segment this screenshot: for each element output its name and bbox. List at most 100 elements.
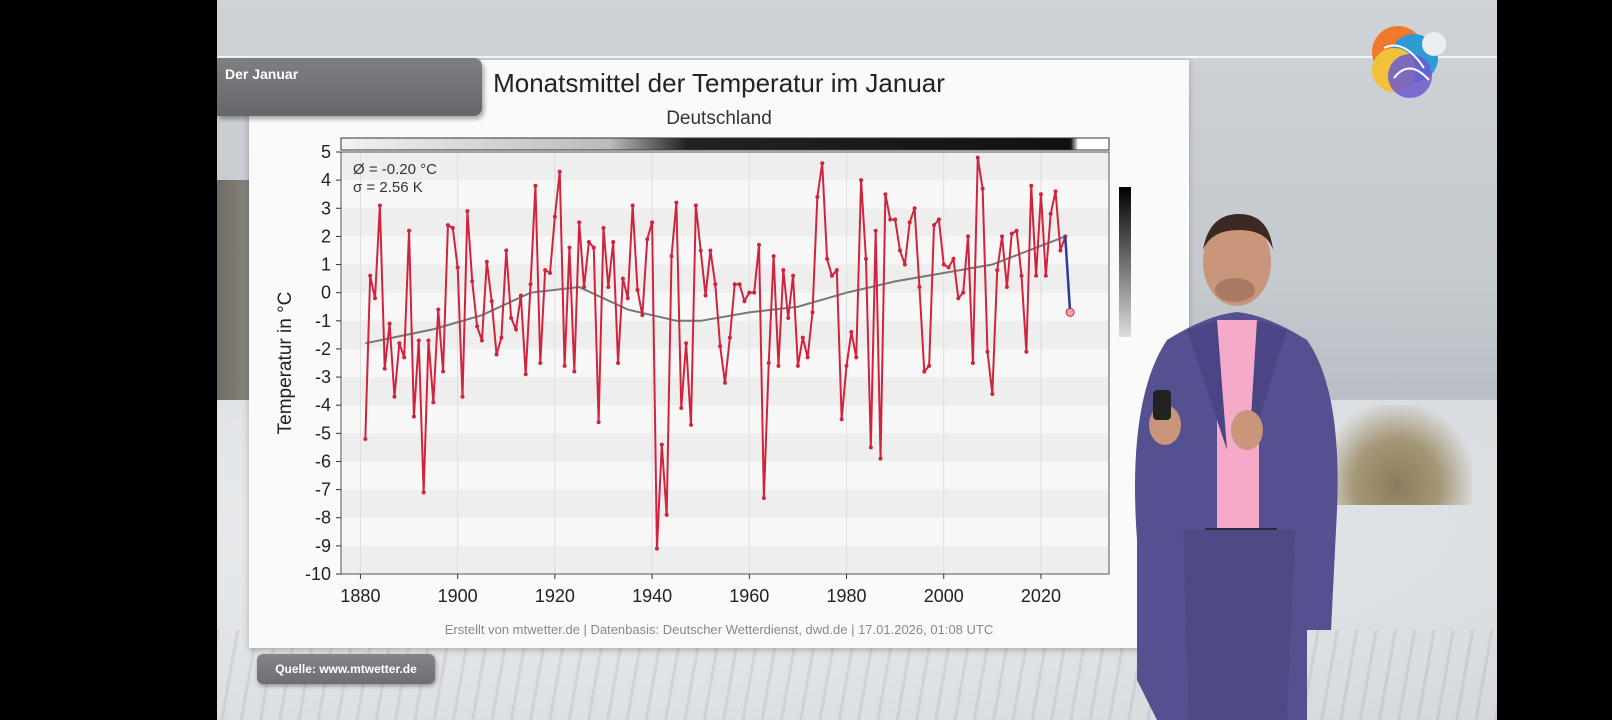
data-point — [552, 214, 557, 219]
x-tick-label: 1900 — [438, 586, 478, 606]
data-point — [902, 262, 907, 267]
data-point — [470, 279, 475, 284]
data-point — [766, 361, 771, 365]
data-point — [567, 245, 572, 250]
data-point — [995, 268, 1000, 273]
data-point — [465, 209, 470, 214]
chart-title: Monatsmittel der Temperatur im Januar — [493, 68, 945, 98]
data-point — [800, 335, 805, 340]
data-point — [791, 273, 796, 278]
data-point — [737, 282, 742, 287]
grid-band — [341, 433, 1109, 462]
data-point — [820, 161, 825, 166]
data-point — [548, 270, 553, 275]
y-tick-label: -10 — [305, 564, 331, 584]
data-point — [450, 225, 455, 230]
data-point — [363, 436, 368, 441]
data-point — [854, 355, 859, 360]
data-point — [688, 422, 693, 427]
grid-band — [341, 208, 1109, 237]
data-point — [445, 223, 450, 228]
presenter-figure — [1135, 214, 1338, 720]
data-point — [523, 372, 528, 377]
latest-point — [1065, 307, 1075, 317]
section-tab-label: Der Januar — [225, 66, 299, 82]
plot-frame — [340, 151, 1110, 575]
data-point — [664, 512, 669, 517]
data-point — [863, 256, 868, 261]
data-point — [625, 296, 630, 301]
data-point — [985, 349, 990, 354]
data-point — [494, 352, 499, 357]
y-tick-label: -7 — [315, 480, 331, 500]
data-point — [684, 341, 689, 346]
data-point — [460, 394, 465, 399]
data-point — [582, 285, 587, 290]
data-point — [513, 327, 518, 332]
data-point — [781, 268, 786, 273]
data-point — [936, 217, 941, 222]
data-point — [528, 282, 533, 287]
data-point — [591, 245, 596, 250]
data-point — [1014, 228, 1019, 233]
y-tick-label: -6 — [315, 451, 331, 471]
grid-band — [341, 180, 1109, 209]
data-point — [572, 369, 577, 374]
data-point — [849, 330, 854, 335]
data-point — [557, 169, 562, 174]
grass-patch — [1322, 405, 1472, 505]
data-point — [1004, 285, 1009, 290]
grid-band — [341, 489, 1109, 518]
x-tick-label: 2000 — [924, 586, 964, 606]
data-point — [606, 285, 611, 290]
grid-band — [341, 264, 1109, 293]
section-tab: Der Januar — [217, 58, 482, 116]
latest-segment — [1064, 236, 1072, 313]
data-point — [650, 220, 655, 225]
data-point — [1024, 349, 1029, 354]
data-point — [1043, 273, 1048, 278]
data-point — [484, 259, 489, 264]
data-point — [1000, 234, 1005, 239]
data-point — [586, 240, 591, 245]
data-point — [368, 273, 373, 278]
data-point — [1058, 248, 1063, 253]
data-point — [980, 186, 985, 191]
data-point — [596, 420, 601, 425]
data-point — [961, 290, 966, 295]
data-point — [416, 338, 421, 343]
data-point — [970, 361, 975, 365]
data-point — [718, 344, 723, 349]
data-point — [713, 282, 718, 287]
chart-footer: Erstellt von mtwetter.de | Datenbasis: D… — [445, 622, 993, 637]
data-point — [426, 338, 431, 343]
data-point — [640, 313, 645, 318]
y-tick-label: -3 — [315, 367, 331, 387]
data-point — [1038, 192, 1043, 197]
weather-logo-icon — [1372, 26, 1446, 98]
grid-band — [341, 405, 1109, 434]
x-tick-label: 1960 — [729, 586, 769, 606]
horizon-line — [217, 56, 1497, 58]
data-point — [373, 296, 378, 301]
data-point — [917, 285, 922, 290]
data-point — [538, 361, 543, 365]
data-point — [859, 178, 864, 183]
data-point — [805, 355, 810, 360]
data-point — [742, 299, 747, 304]
stat-label: σ = 2.56 K — [353, 179, 423, 196]
data-point — [518, 293, 523, 298]
data-point — [1053, 189, 1058, 194]
data-point — [723, 380, 727, 385]
data-point — [703, 293, 708, 298]
data-point — [708, 248, 713, 253]
data-point — [499, 335, 504, 340]
data-point — [771, 254, 776, 259]
data-point — [966, 234, 971, 239]
data-point — [761, 496, 766, 501]
data-point — [635, 287, 640, 292]
data-point — [829, 273, 834, 278]
y-axis-label: Temperatur in °C — [275, 292, 296, 435]
data-point — [946, 265, 951, 270]
data-point — [727, 335, 732, 340]
